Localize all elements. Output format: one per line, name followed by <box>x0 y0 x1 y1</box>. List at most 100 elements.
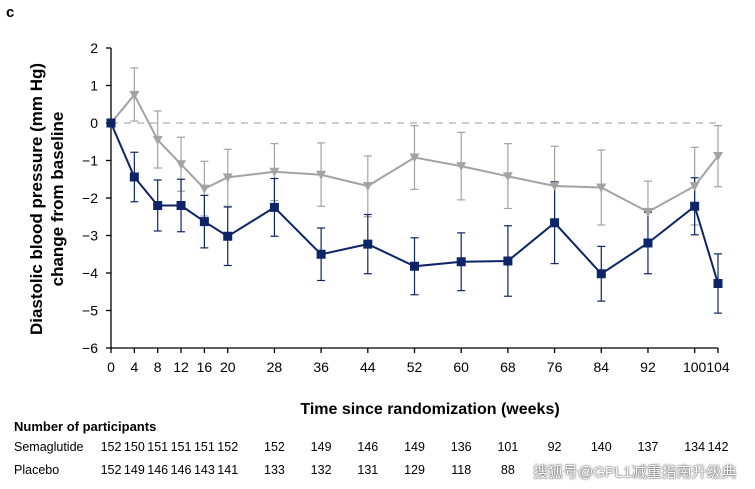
placebo-point <box>176 160 187 170</box>
participants-row-label-placebo: Placebo <box>14 463 60 477</box>
y-axis-label-line2: change from baseline <box>48 111 67 287</box>
participant-count: 151 <box>147 440 169 454</box>
x-tick-label: 76 <box>547 359 563 375</box>
placebo-point <box>269 167 280 177</box>
placebo-point <box>713 152 723 161</box>
participant-count: 151 <box>193 440 215 454</box>
participant-count: 146 <box>147 463 169 477</box>
y-tick-label: 0 <box>90 115 98 131</box>
placebo-point <box>316 170 327 180</box>
participant-count: 146 <box>357 440 379 454</box>
chart: 210−1−2−3−4−5−60 4 8 12 16 20 28 36 44 52 60 68 76 84… <box>82 40 730 375</box>
x-tick-label: 12 <box>173 359 189 375</box>
participant-count: 151 <box>170 440 192 454</box>
y-tick-label: −6 <box>82 340 98 356</box>
x-tick-label: 44 <box>360 359 376 375</box>
placebo-point <box>456 162 467 172</box>
x-tick-label: 16 <box>197 359 213 375</box>
participant-count: 141 <box>217 463 239 477</box>
semaglutide-point <box>410 261 419 271</box>
x-tick-label: 100 <box>683 359 707 375</box>
participant-count: 92 <box>547 440 562 454</box>
x-tick-label: 60 <box>453 359 469 375</box>
participant-count: 142 <box>707 440 729 454</box>
axes: 210−1−2−3−4−5−60 4 8 12 16 20 28 36 44 52 60 68 76 84… <box>82 40 730 375</box>
participant-count: 152 <box>100 440 122 454</box>
x-tick-label: 20 <box>220 359 236 375</box>
placebo-point <box>642 207 653 217</box>
y-tick-label: −1 <box>82 153 98 169</box>
participant-count: 143 <box>193 463 215 477</box>
x-tick-label: 68 <box>500 359 516 375</box>
participant-count: 149 <box>404 440 425 454</box>
participants-row-label-semaglutide: Semaglutide <box>14 440 84 454</box>
placebo-error-bar <box>643 180 652 213</box>
placebo-point <box>689 182 700 191</box>
x-tick-label: 4 <box>130 359 138 375</box>
participants-title: Number of participants <box>14 419 157 434</box>
semaglutide-point <box>223 231 233 241</box>
participant-count: 152 <box>100 463 122 477</box>
participant-count: 149 <box>310 440 332 454</box>
x-tick-label: 92 <box>640 359 656 375</box>
semaglutide-point <box>643 238 653 248</box>
placebo-point <box>129 90 140 100</box>
participant-count: 137 <box>637 440 659 454</box>
y-tick-label: −5 <box>82 303 98 319</box>
semaglutide-point <box>316 249 326 259</box>
participant-count: 134 <box>684 440 706 454</box>
y-tick-label: 2 <box>90 40 98 56</box>
participant-count: 133 <box>263 463 285 477</box>
x-tick-label: 28 <box>267 359 283 375</box>
participant-count: 132 <box>310 463 332 477</box>
placebo-point <box>152 135 163 145</box>
participant-count: 152 <box>217 440 239 454</box>
y-tick-label: −4 <box>82 265 98 281</box>
semaglutide-point <box>199 217 209 227</box>
semaglutide-point <box>690 201 700 211</box>
semaglutide-point <box>456 257 466 267</box>
placebo-point <box>199 184 210 194</box>
semaglutide-point <box>503 256 513 266</box>
semaglutide-point <box>153 201 163 210</box>
participant-count: 136 <box>450 440 472 454</box>
y-tick-label: 1 <box>90 78 98 94</box>
y-axis-label-line1: Diastolic blood pressure (mm Hg) <box>27 62 46 336</box>
placebo-point <box>596 183 607 193</box>
semaglutide-point <box>596 269 606 279</box>
placebo-point <box>362 182 373 191</box>
semaglutide-point <box>176 201 186 210</box>
x-tick-label: 52 <box>407 359 423 375</box>
error-bars <box>130 67 722 314</box>
y-tick-label: −2 <box>82 190 98 206</box>
semaglutide-point <box>129 172 139 182</box>
participant-count: 149 <box>123 463 145 477</box>
placebo-point <box>502 172 513 182</box>
semaglutide-point <box>363 239 373 249</box>
placebo-point <box>409 153 420 163</box>
x-tick-label: 84 <box>593 359 609 375</box>
participant-count: 150 <box>123 440 145 454</box>
x-tick-label: 8 <box>154 359 162 375</box>
participant-count: 140 <box>590 440 612 454</box>
x-tick-label: 36 <box>313 359 329 375</box>
series-markers <box>106 90 723 288</box>
x-axis-label: Time since randomization (weeks) <box>300 401 560 418</box>
semaglutide-point <box>269 202 279 212</box>
y-tick-label: −3 <box>82 228 98 244</box>
placebo-point <box>549 182 560 191</box>
participant-count: 88 <box>500 463 515 477</box>
panel-label: c <box>6 4 15 21</box>
x-tick-label: 0 <box>107 359 115 375</box>
participant-count: 129 <box>404 463 425 477</box>
placebo-point <box>222 173 233 183</box>
participant-count: 146 <box>170 463 192 477</box>
semaglutide-point <box>713 279 723 288</box>
semaglutide-point <box>106 118 116 128</box>
x-tick-label: 104 <box>706 359 730 375</box>
semaglutide-point <box>550 218 560 228</box>
participant-count: 118 <box>451 463 472 477</box>
participant-count: 101 <box>497 440 519 454</box>
participant-count: 152 <box>263 440 285 454</box>
watermark: 搜狐号@GPL1减重指南升级典 <box>533 464 737 481</box>
